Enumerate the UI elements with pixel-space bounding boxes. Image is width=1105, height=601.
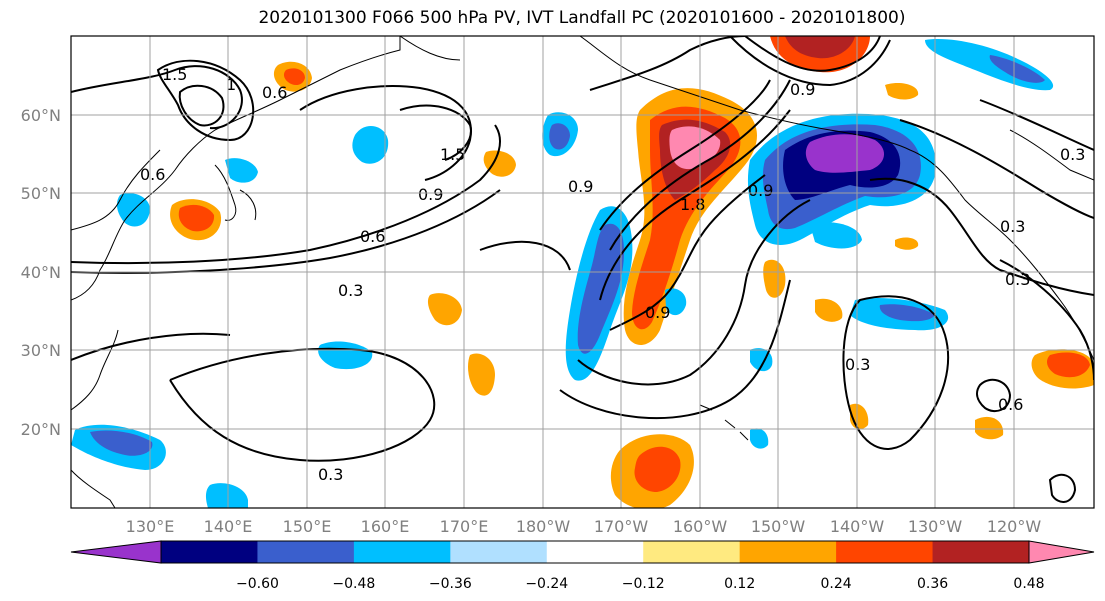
contour-line <box>609 174 766 331</box>
contour-line <box>842 295 949 450</box>
lon-label: 120°W <box>987 517 1042 536</box>
map-grid <box>71 36 1094 508</box>
colorbar-extend-low <box>70 540 162 564</box>
contour-label: 0.3 <box>338 281 363 300</box>
pv-contours <box>71 36 1094 503</box>
colorbar-tick-label: 0.36 <box>917 576 948 592</box>
contour-line <box>71 124 501 265</box>
lon-label: 130°E <box>126 517 175 536</box>
colorbar-segment <box>643 541 741 563</box>
colorbar-segment <box>450 541 548 563</box>
lon-label: 170°E <box>440 517 489 536</box>
contour-line <box>156 59 255 142</box>
lon-label: 180°W <box>516 517 571 536</box>
contour-label: 1.8 <box>680 195 705 214</box>
lon-label: 170°W <box>594 517 649 536</box>
latitude-labels: 60°N 50°N 40°N 30°N 20°N <box>21 106 61 439</box>
colorbar-tick-label: −0.60 <box>236 576 279 592</box>
contour-line <box>899 119 1094 219</box>
colorbar-tick-label: −0.48 <box>332 576 375 592</box>
lat-label: 60°N <box>21 106 61 125</box>
contour-line <box>479 240 571 271</box>
colorbar-tick-label: 0.24 <box>821 576 852 592</box>
contour-label: 0.6 <box>140 165 165 184</box>
lat-label: 40°N <box>21 263 61 282</box>
contour-line <box>178 84 225 127</box>
lon-label: 140°E <box>204 517 253 536</box>
contour-line <box>589 36 746 91</box>
contour-label: 0.6 <box>998 395 1023 414</box>
contour-line <box>869 177 1094 296</box>
contour-label: 0.3 <box>845 355 870 374</box>
colorbar-tick-label: −0.24 <box>525 576 568 592</box>
contour-line <box>169 347 436 462</box>
colorbar-tick-label: 0.12 <box>724 576 755 592</box>
contour-label: 0.6 <box>262 83 287 102</box>
coastlines <box>71 36 1094 508</box>
map-frame <box>70 35 1095 509</box>
colorbar-segment <box>353 541 451 563</box>
lat-label: 50°N <box>21 184 61 203</box>
contour-label: 1.5 <box>440 145 465 164</box>
contour-line <box>729 36 891 87</box>
colorbar-tick-label: −0.12 <box>622 576 665 592</box>
colorbar-segment <box>257 541 355 563</box>
contour-label: 0.3 <box>1005 270 1030 289</box>
contour-label: 0.9 <box>568 177 593 196</box>
contour-label: 0.3 <box>1000 217 1025 236</box>
contour-line <box>599 109 791 301</box>
lon-label: 150°W <box>751 517 806 536</box>
contour-label: 0.6 <box>360 227 385 246</box>
contour-line <box>71 189 501 274</box>
colorbar-segment <box>546 541 644 563</box>
lon-label: 130°W <box>908 517 963 536</box>
colorbar-tick-label: −0.36 <box>429 576 472 592</box>
contour-label-group: 1.5 1 0.6 0.9 1.5 0.6 0.3 0.3 1.8 0.9 0.… <box>140 65 1085 484</box>
colorbar-segment <box>739 541 837 563</box>
contour-label: 0.9 <box>645 303 670 322</box>
contour-line <box>599 79 771 231</box>
contour-label: 0.3 <box>1060 145 1085 164</box>
colorbar-tick-label: 0.48 <box>1013 576 1044 592</box>
map-title: 2020101300 F066 500 hPa PV, IVT Landfall… <box>258 8 906 28</box>
contour-line <box>299 85 472 181</box>
contour-line <box>979 99 1094 151</box>
lon-label: 160°E <box>361 517 410 536</box>
colorbar: −0.60 −0.48 −0.36 −0.24 −0.12 0.12 0.24 0.36 0.4… <box>70 540 1095 592</box>
longitude-labels: 130°E 140°E 150°E 160°E 170°E 180°W 170°… <box>126 517 1042 536</box>
lat-label: 30°N <box>21 341 61 360</box>
contour-label: 0.9 <box>418 185 443 204</box>
lon-label: 160°W <box>673 517 728 536</box>
contour-line <box>559 279 791 420</box>
contour-line <box>577 199 811 386</box>
contour-line <box>1048 473 1077 503</box>
lat-label: 20°N <box>21 420 61 439</box>
lon-label: 140°W <box>830 517 885 536</box>
contour-label: 1 <box>226 75 236 94</box>
contour-label: 0.3 <box>318 465 343 484</box>
colorbar-segment <box>161 541 258 563</box>
lon-label: 150°E <box>283 517 332 536</box>
colorbar-segment <box>836 541 934 563</box>
contour-label: 1.5 <box>162 65 187 84</box>
contour-line <box>71 65 243 130</box>
colorbar-segment <box>932 541 1030 563</box>
contour-label: 0.9 <box>790 80 815 99</box>
contour-line <box>744 36 881 72</box>
contour-line <box>399 104 472 161</box>
contour-line <box>976 378 1012 413</box>
contour-line <box>609 79 791 251</box>
contour-label: 0.9 <box>748 181 773 200</box>
colorbar-extend-high <box>1028 540 1095 564</box>
